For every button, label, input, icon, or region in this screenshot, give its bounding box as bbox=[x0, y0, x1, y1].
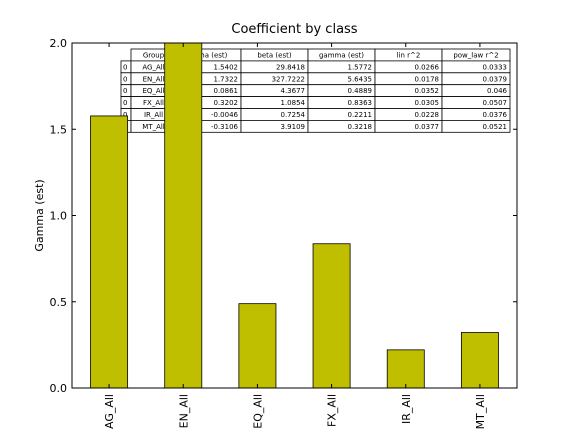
table-cell-text: 29.8418 bbox=[276, 63, 305, 71]
table-cell-text: 1.5772 bbox=[348, 63, 373, 71]
table-cell-text: 1.0854 bbox=[281, 99, 306, 107]
chart-title: Coefficient by class bbox=[231, 22, 357, 37]
y-tick-label: 0.0 bbox=[50, 382, 68, 395]
table-cell-text: 0.3202 bbox=[214, 99, 239, 107]
table-cell-text: 0.0376 bbox=[483, 111, 508, 119]
table-header: Group bbox=[143, 51, 165, 59]
table-row-label: 0 bbox=[123, 75, 127, 83]
table-cell-text: 0.8363 bbox=[348, 99, 373, 107]
table-cell-text: 0.0228 bbox=[415, 111, 440, 119]
table: Group alpha (est) beta (est) gamma (est) lin… bbox=[120, 48, 511, 133]
table-cell-text: 327.7222 bbox=[272, 75, 305, 83]
table-cell-text: 0.0266 bbox=[415, 63, 440, 71]
table-row-label: 0 bbox=[123, 87, 127, 95]
table-cell-text: 0.3218 bbox=[348, 123, 373, 131]
y-tick-label: 2.0 bbox=[50, 37, 68, 50]
table-cell-text: 0.7254 bbox=[281, 111, 306, 119]
x-tick-label: AG_All bbox=[103, 394, 116, 429]
table-cell-text: EN_All bbox=[143, 75, 165, 83]
table-cell-text: MT_All bbox=[142, 123, 165, 131]
table-cell-text: -0.3106 bbox=[211, 123, 239, 131]
table-header: lin r^2 bbox=[397, 51, 421, 59]
table-cell-text: -0.0046 bbox=[211, 111, 239, 119]
table-cell-text: 0.0377 bbox=[415, 123, 440, 131]
table-cell-text: 0.0507 bbox=[483, 99, 508, 107]
table-cell-text: 1.5402 bbox=[214, 63, 239, 71]
table-header: alpha (est) bbox=[190, 51, 228, 59]
x-tick-label: MT_All bbox=[474, 394, 487, 429]
table-cell-text: 4.3677 bbox=[281, 87, 306, 95]
table-cell-text: 0.0178 bbox=[415, 75, 440, 83]
table-cell-text: 0.2211 bbox=[348, 111, 373, 119]
table-cell-text: 0.0305 bbox=[415, 99, 440, 107]
bar bbox=[164, 43, 203, 388]
table-header: gamma (est) bbox=[319, 51, 364, 59]
table-cell-text: EQ_All bbox=[142, 87, 164, 95]
bar bbox=[90, 115, 129, 388]
x-tick-label: FX_All bbox=[326, 394, 339, 427]
table-row-label: 0 bbox=[123, 111, 127, 119]
bar bbox=[312, 243, 351, 388]
table-cell bbox=[441, 120, 511, 133]
table-row-label: 0 bbox=[123, 63, 127, 71]
bar bbox=[460, 332, 499, 388]
table-header: pow_law r^2 bbox=[453, 51, 498, 59]
table-cell-text: 0.4889 bbox=[348, 87, 373, 95]
table-cell-text: 1.7322 bbox=[214, 75, 239, 83]
y-tick-label: 1.5 bbox=[50, 123, 68, 136]
x-tick-label: EN_All bbox=[177, 394, 190, 428]
y-tick-label: 1.0 bbox=[50, 210, 68, 223]
table-cell-text: 3.9109 bbox=[281, 123, 306, 131]
table-cell-text: IR_All bbox=[144, 111, 163, 119]
x-tick-label: EQ_All bbox=[251, 394, 264, 429]
bar bbox=[238, 303, 277, 388]
table-cell-text: AG_All bbox=[142, 63, 164, 71]
table-cell-text: 0.046 bbox=[487, 87, 508, 95]
bar bbox=[386, 349, 425, 388]
table-cell-text: 0.0861 bbox=[214, 87, 239, 95]
table-row-label: 0 bbox=[123, 99, 127, 107]
table-cell-text: 0.0521 bbox=[483, 123, 508, 131]
table-cell-text: FX_All bbox=[143, 99, 164, 107]
table-cell-text: 0.0352 bbox=[415, 87, 440, 95]
table-cell-text: 0.0333 bbox=[483, 63, 508, 71]
table-header: beta (est) bbox=[257, 51, 291, 59]
table-cell-text: 5.6435 bbox=[348, 75, 373, 83]
y-axis-label: Gamma (est) bbox=[33, 179, 46, 251]
table-cell-text: 0.0379 bbox=[483, 75, 508, 83]
x-tick-label: IR_All bbox=[400, 394, 413, 424]
y-tick-label: 0.5 bbox=[50, 296, 68, 309]
